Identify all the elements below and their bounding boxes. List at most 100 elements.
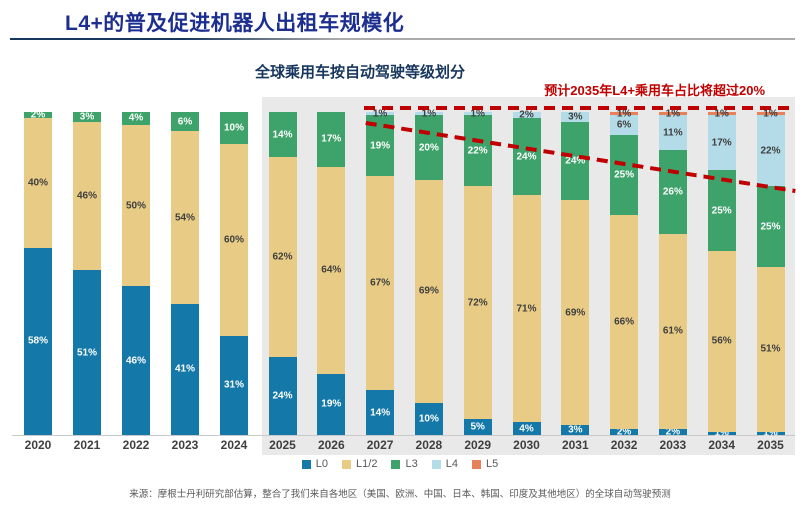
bar-segment-L3-2031: 24%: [561, 121, 590, 201]
bar-value-label: 1%: [372, 108, 388, 120]
bar-value-label: 31%: [223, 379, 244, 391]
bar-value-label: 22%: [467, 145, 488, 157]
bar-segment-L3-2026: 17%: [317, 112, 346, 167]
bar-segment-L4-2033: 11%: [658, 115, 687, 151]
bar-value-label: 20%: [418, 142, 439, 154]
bar-segment-L3-2033: 26%: [658, 150, 687, 234]
chart-legend: L0 L1/2 L3 L4 L5: [0, 458, 800, 470]
bar-segment-L12-2025: 62%: [268, 157, 297, 358]
bar-value-label: 17%: [711, 137, 732, 149]
bar-segment-L4-2035: 22%: [756, 115, 785, 187]
bar-value-label: 56%: [711, 335, 732, 347]
x-axis-label-2020: 2020: [24, 438, 52, 452]
bar-value-label: 1%: [665, 108, 681, 120]
bar-segment-L4-2030: 2%: [512, 110, 541, 121]
bar-value-label: 51%: [76, 347, 97, 359]
bar-value-label: 3%: [568, 111, 583, 123]
bar-value-label: 67%: [370, 277, 391, 289]
bar-segment-L0-2020: 58%: [24, 247, 52, 435]
bar-value-label: 5%: [470, 421, 485, 433]
page-title: L4+的普及促进机器人出租车规模化: [65, 12, 405, 35]
legend-swatch-icon: [301, 459, 311, 469]
x-axis-label-2021: 2021: [73, 438, 101, 452]
bar-segment-L3-2032: 25%: [610, 134, 639, 216]
bar-value-label: 4%: [128, 112, 144, 124]
bar-value-label: 10%: [223, 122, 244, 134]
bar-value-label: 4%: [519, 423, 534, 435]
x-axis-label-2022: 2022: [122, 438, 150, 452]
bar-value-label: 2%: [30, 109, 46, 121]
bar-segment-L4-2028: 1%: [414, 108, 443, 119]
bar-value-label: 62%: [272, 251, 293, 263]
bar-segment-L5-2033: 1%: [658, 108, 687, 119]
bar-segment-L3-2035: 25%: [756, 186, 785, 268]
bar-segment-L0-2029: 5%: [463, 418, 492, 435]
bar-segment-L4-2029: 1%: [463, 108, 492, 119]
bar-segment-L3-2020: 2%: [24, 110, 52, 121]
bar-segment-L0-2025: 24%: [268, 357, 297, 435]
bar-value-label: 54%: [174, 212, 195, 224]
bar-value-label: 2%: [519, 109, 534, 121]
bar-value-label: 1%: [616, 108, 632, 120]
bar-segment-L4-2034: 17%: [707, 115, 736, 171]
legend-swatch-icon: [431, 459, 441, 469]
bar-value-label: 1%: [714, 108, 729, 120]
bar-segment-L0-2028: 10%: [414, 402, 443, 435]
bar-value-label: 40%: [27, 177, 48, 189]
legend-swatch-icon: [391, 459, 401, 469]
bar-value-label: 2%: [665, 426, 681, 438]
bar-value-label: 71%: [516, 303, 537, 315]
bar-segment-L0-2023: 41%: [171, 303, 199, 435]
bar-segment-L3-2023: 6%: [171, 112, 199, 132]
chart-title: 全球乘用车按自动驾驶等级划分: [254, 64, 465, 81]
bar-segment-L12-2030: 71%: [512, 195, 541, 423]
legend-label: L4: [445, 458, 458, 470]
bar-segment-L3-2030: 24%: [512, 118, 541, 196]
legend-item-L5: L5: [471, 458, 498, 470]
bar-segment-L3-2034: 25%: [707, 170, 736, 251]
bar-value-label: 66%: [614, 316, 635, 328]
bar-segment-L12-2023: 54%: [171, 131, 199, 304]
bar-segment-L0-2022: 46%: [122, 286, 150, 435]
bar-segment-L12-2021: 46%: [73, 121, 101, 271]
bar-segment-L12-2031: 69%: [561, 200, 590, 426]
dashed-trend-line-horizontal: [364, 106, 795, 110]
bar-segment-L0-2033: 2%: [658, 426, 687, 437]
bar-segment-L4-2031: 3%: [561, 111, 590, 122]
bar-value-label: 46%: [76, 190, 97, 202]
bar-segment-L12-2035: 51%: [756, 267, 785, 432]
x-axis-label-2035: 2035: [757, 438, 784, 452]
x-axis-label-2034: 2034: [708, 438, 736, 452]
bar-value-label: 25%: [711, 205, 732, 216]
bar-segment-L0-2031: 3%: [561, 425, 590, 436]
bar-segment-L12-2020: 40%: [24, 118, 52, 248]
bar-value-label: 1%: [763, 108, 778, 120]
bar-segment-L12-2028: 69%: [414, 179, 443, 403]
x-axis-label-2024: 2024: [220, 438, 248, 452]
bar-value-label: 6%: [177, 116, 193, 128]
bar-segment-L3-2024: 10%: [220, 112, 248, 144]
bar-value-label: 26%: [662, 186, 683, 198]
x-axis-label-2023: 2023: [171, 438, 199, 452]
bar-value-label: 50%: [125, 200, 146, 212]
bar-value-label: 1%: [470, 108, 485, 120]
bar-segment-L3-2022: 4%: [122, 112, 150, 125]
legend-item-L0: L0: [301, 458, 329, 470]
bar-segment-L4-2027: 1%: [366, 108, 395, 119]
bar-value-label: 3%: [79, 111, 95, 123]
bar-value-label: 25%: [614, 169, 635, 181]
bar-value-label: 24%: [565, 155, 586, 167]
bar-segment-L4-2032: 6%: [610, 115, 639, 135]
bar-segment-L3-2028: 20%: [414, 115, 443, 180]
bar-segment-L12-2029: 72%: [463, 186, 492, 419]
legend-label: L1/2: [356, 458, 378, 470]
bar-segment-L3-2025: 14%: [268, 112, 297, 158]
bar-value-label: 69%: [418, 285, 439, 297]
bar-value-label: 19%: [321, 398, 342, 410]
bar-segment-L12-2033: 61%: [658, 233, 687, 429]
x-axis-label-2033: 2033: [659, 438, 687, 452]
bar-value-label: 14%: [272, 129, 293, 141]
bar-segment-L12-2032: 66%: [610, 215, 639, 429]
bar-segment-L12-2022: 50%: [122, 124, 150, 287]
legend-label: L0: [315, 458, 329, 470]
